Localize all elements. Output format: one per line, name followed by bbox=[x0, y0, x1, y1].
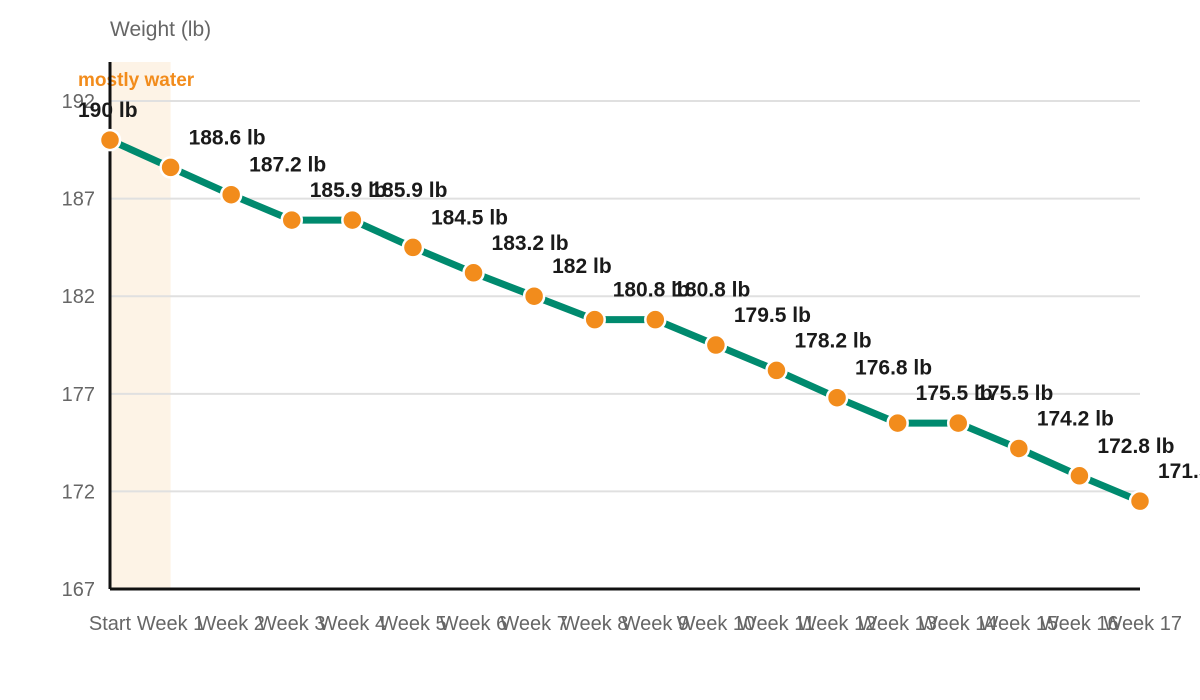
x-tick-label: Week 5 bbox=[379, 613, 446, 635]
x-tick-label: Week 6 bbox=[440, 613, 507, 635]
annotation-label: mostly water bbox=[78, 70, 195, 91]
data-label: 178.2 lb bbox=[794, 329, 871, 352]
annotation-band bbox=[110, 62, 171, 589]
data-label: 187.2 lb bbox=[249, 154, 326, 177]
y-tick-label: 167 bbox=[62, 579, 95, 601]
data-point bbox=[159, 156, 182, 179]
data-label: 185.9 lb bbox=[310, 179, 387, 202]
x-tick-label: Week 10 bbox=[677, 613, 756, 635]
y-tick-label: 172 bbox=[62, 481, 95, 503]
y-axis-title: Weight (lb) bbox=[110, 18, 211, 41]
y-tick-label: 192 bbox=[62, 91, 95, 113]
x-tick-label: Week 2 bbox=[197, 613, 264, 635]
x-tick-label: Week 13 bbox=[858, 613, 937, 635]
data-label: 182 lb bbox=[552, 255, 612, 278]
y-tick-label: 177 bbox=[62, 384, 95, 406]
data-point bbox=[946, 411, 970, 435]
x-tick-label: Week 8 bbox=[561, 613, 628, 635]
data-label: 184.5 lb bbox=[431, 206, 508, 229]
data-label: 179.5 lb bbox=[734, 304, 811, 327]
data-label: 171.5 lb bbox=[1158, 460, 1200, 483]
data-point bbox=[341, 208, 364, 232]
data-point bbox=[886, 411, 909, 435]
data-label: 183.2 lb bbox=[492, 232, 569, 255]
x-tick-label: Week 1 bbox=[137, 613, 204, 635]
x-tick-label: Week 3 bbox=[258, 613, 325, 635]
x-tick-label: Week 12 bbox=[798, 613, 877, 635]
data-point bbox=[583, 308, 606, 331]
series-line bbox=[106, 136, 1144, 505]
data-label: 172.8 lb bbox=[1097, 435, 1174, 458]
data-point bbox=[825, 386, 849, 409]
x-tick-label: Week 9 bbox=[622, 613, 689, 635]
x-tick-label: Week 7 bbox=[500, 613, 567, 635]
data-point bbox=[1068, 464, 1091, 488]
data-point bbox=[644, 308, 667, 331]
data-point bbox=[98, 128, 122, 152]
data-point bbox=[401, 236, 425, 259]
x-tick-label: Week 15 bbox=[980, 613, 1059, 635]
data-label: 190 lb bbox=[78, 99, 138, 122]
y-tick-label: 187 bbox=[62, 189, 95, 211]
x-tick-label: Week 14 bbox=[919, 613, 998, 635]
x-tick-label: Week 17 bbox=[1103, 613, 1182, 635]
data-label: 185.9 lb bbox=[370, 179, 447, 202]
data-label: 175.5 lb bbox=[976, 382, 1053, 405]
data-label: 174.2 lb bbox=[1037, 407, 1114, 430]
data-point bbox=[1007, 437, 1031, 460]
data-label: 188.6 lb bbox=[189, 126, 266, 149]
data-point bbox=[704, 333, 728, 357]
data-point bbox=[522, 284, 546, 308]
x-tick-label: Start bbox=[89, 613, 132, 635]
data-label: 175.5 lb bbox=[916, 382, 993, 405]
data-label: 180.8 lb bbox=[673, 279, 750, 302]
x-tick-label: Week 16 bbox=[1040, 613, 1119, 635]
y-tick-label: 182 bbox=[62, 286, 95, 308]
x-tick-label: Week 11 bbox=[738, 613, 815, 635]
series-points bbox=[98, 128, 1152, 513]
data-point bbox=[219, 183, 243, 206]
data-label: 180.8 lb bbox=[613, 279, 690, 302]
data-point bbox=[280, 208, 304, 232]
grid-lines bbox=[110, 100, 1140, 493]
data-label: 176.8 lb bbox=[855, 357, 932, 380]
data-point bbox=[1128, 489, 1152, 513]
data-point bbox=[462, 261, 485, 285]
x-tick-label: Week 4 bbox=[319, 613, 386, 635]
data-point bbox=[765, 359, 788, 382]
y-axis-ticks: 167 172 177 182 187 192 bbox=[62, 91, 95, 601]
